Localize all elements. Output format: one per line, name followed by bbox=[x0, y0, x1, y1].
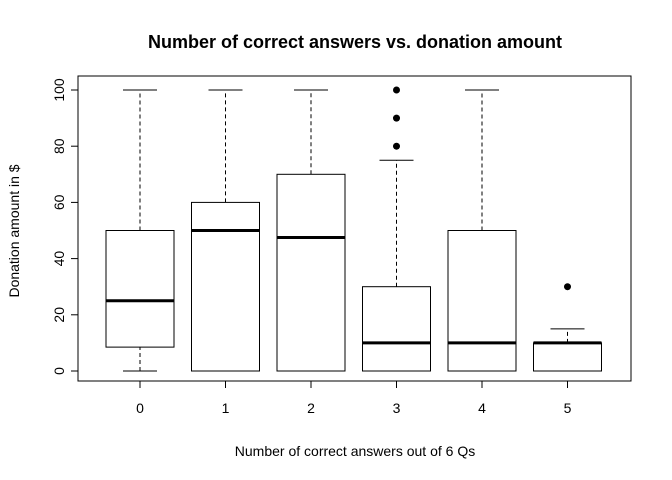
y-axis: 0 20 40 60 80 100 bbox=[51, 78, 79, 375]
box-2 bbox=[276, 89, 346, 372]
y-tick-label: 80 bbox=[51, 138, 67, 154]
box-iqr bbox=[191, 201, 260, 372]
outlier-point bbox=[393, 114, 400, 122]
y-tick-label: 100 bbox=[51, 78, 67, 102]
x-tick-label: 2 bbox=[307, 400, 315, 416]
x-tick-label: 1 bbox=[222, 400, 230, 416]
box-iqr bbox=[533, 342, 602, 372]
box-3 bbox=[362, 86, 431, 372]
y-tick-label: 60 bbox=[51, 194, 67, 210]
box-iqr bbox=[362, 286, 431, 372]
box-1 bbox=[191, 89, 260, 372]
box-iqr bbox=[276, 173, 346, 372]
y-axis-label: Donation amount in $ bbox=[6, 164, 22, 297]
outlier-point bbox=[564, 283, 571, 291]
y-tick-label: 40 bbox=[51, 251, 67, 267]
x-axis-label: Number of correct answers out of 6 Qs bbox=[235, 443, 475, 459]
y-tick-label: 20 bbox=[51, 307, 67, 323]
box-5 bbox=[533, 283, 602, 372]
x-tick-label: 3 bbox=[393, 400, 401, 416]
box-iqr bbox=[447, 230, 517, 372]
x-tick-label: 0 bbox=[136, 400, 144, 416]
box-iqr bbox=[105, 230, 175, 348]
x-tick-label: 5 bbox=[564, 400, 572, 416]
x-tick-label: 4 bbox=[478, 400, 486, 416]
box-0 bbox=[105, 89, 175, 372]
box-4 bbox=[447, 89, 517, 372]
outlier-point bbox=[393, 86, 400, 94]
boxes-group bbox=[105, 86, 602, 372]
outlier-point bbox=[393, 142, 400, 150]
x-axis: 0 1 2 3 4 5 bbox=[136, 380, 572, 416]
y-tick-label: 0 bbox=[51, 367, 67, 375]
chart-title: Number of correct answers vs. donation a… bbox=[148, 32, 562, 52]
